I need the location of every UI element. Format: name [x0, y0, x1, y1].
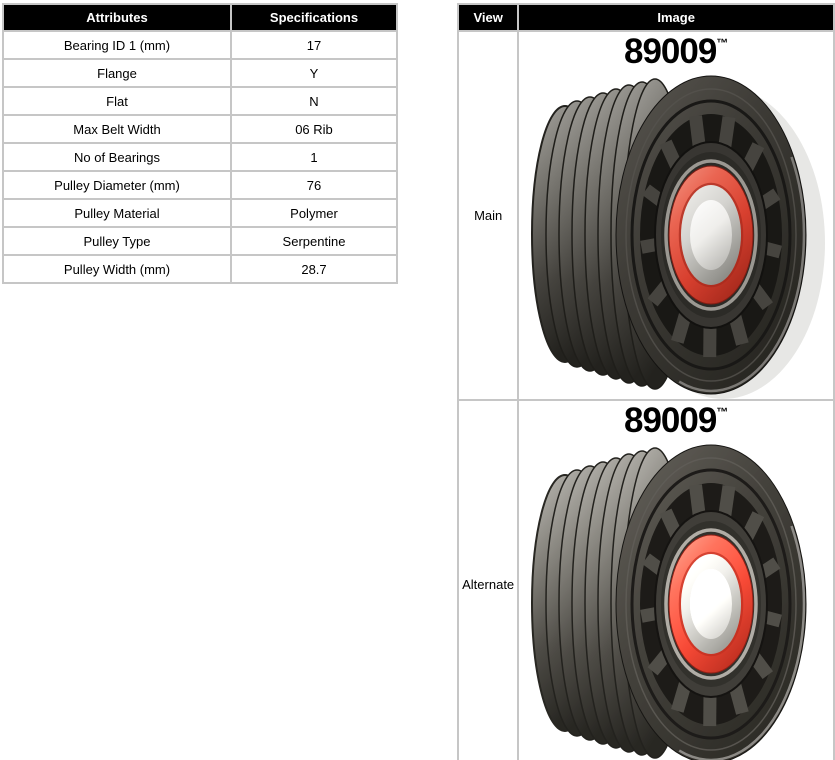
column-header-image: Image	[517, 3, 835, 32]
attribute-label: Pulley Width (mm)	[2, 254, 232, 284]
trademark-symbol: ™	[716, 405, 729, 419]
attribute-label: Pulley Diameter (mm)	[2, 170, 232, 200]
table-row: Alternate 89009™	[456, 399, 835, 760]
specification-value: 28.7	[230, 254, 398, 284]
pulley-photo	[519, 69, 835, 399]
pulley-photo	[519, 438, 835, 760]
specification-value: Serpentine	[230, 226, 398, 256]
attribute-label: No of Bearings	[2, 142, 232, 172]
table-row: Flange Y	[2, 58, 398, 88]
table-row: No of Bearings 1	[2, 142, 398, 172]
part-number: 89009™	[623, 401, 729, 440]
product-image-cell-alternate: 89009™	[517, 399, 835, 760]
attribute-label: Pulley Type	[2, 226, 232, 256]
column-header-attributes: Attributes	[2, 3, 232, 32]
attribute-label: Max Belt Width	[2, 114, 232, 144]
table-row: Pulley Type Serpentine	[2, 226, 398, 256]
table-row: Pulley Diameter (mm) 76	[2, 170, 398, 200]
table-row: Pulley Width (mm) 28.7	[2, 254, 398, 284]
specifications-table: Attributes Specifications Bearing ID 1 (…	[2, 3, 398, 284]
specification-value: 06 Rib	[230, 114, 398, 144]
column-header-view: View	[456, 3, 520, 32]
attribute-label: Bearing ID 1 (mm)	[2, 30, 232, 60]
table-row: Main 89009™	[456, 30, 835, 401]
trademark-symbol: ™	[716, 36, 729, 50]
view-label-alternate: Alternate	[456, 399, 520, 760]
table-row: Flat N	[2, 86, 398, 116]
column-header-specifications: Specifications	[230, 3, 398, 32]
part-number: 89009™	[623, 32, 729, 71]
table-row: Bearing ID 1 (mm) 17	[2, 30, 398, 60]
product-image-cell-main: 89009™	[517, 30, 835, 401]
specification-value: 1	[230, 142, 398, 172]
specification-value: N	[230, 86, 398, 116]
specification-value: Polymer	[230, 198, 398, 228]
attribute-label: Flange	[2, 58, 232, 88]
product-images-table: View Image Main 89009™ Alternate 89009™	[456, 3, 835, 760]
attribute-label: Flat	[2, 86, 232, 116]
image-header-row: View Image	[456, 3, 835, 32]
table-row: Max Belt Width 06 Rib	[2, 114, 398, 144]
specification-value: 76	[230, 170, 398, 200]
view-label-main: Main	[456, 30, 520, 401]
spec-header-row: Attributes Specifications	[2, 3, 398, 32]
attribute-label: Pulley Material	[2, 198, 232, 228]
table-row: Pulley Material Polymer	[2, 198, 398, 228]
specification-value: Y	[230, 58, 398, 88]
specification-value: 17	[230, 30, 398, 60]
